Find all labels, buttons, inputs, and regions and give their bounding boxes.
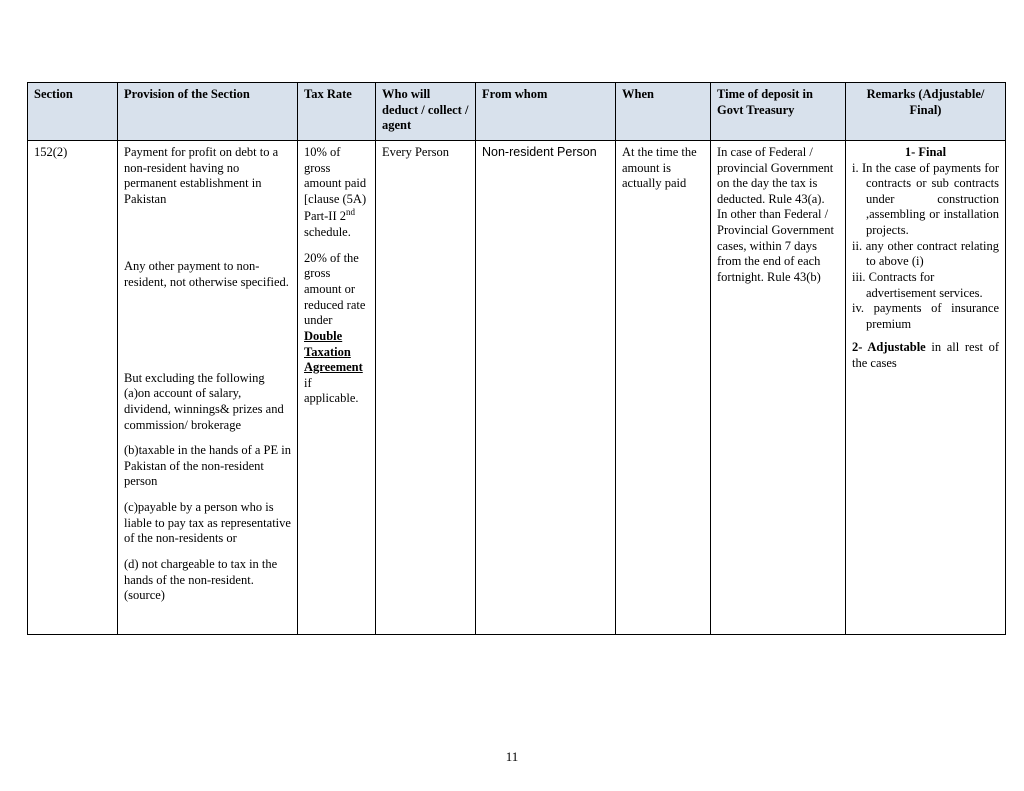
rate-p2: 20% of the gross amount or reduced rate … xyxy=(304,251,369,407)
table-head: Section Provision of the Section Tax Rat… xyxy=(28,83,1006,141)
header-section: Section xyxy=(28,83,118,141)
cell-deposit: In case of Federal / provincial Governme… xyxy=(711,140,846,634)
remarks-h2: 2- Adjustable in all rest of the cases xyxy=(852,340,999,371)
cell-section: 152(2) xyxy=(28,140,118,634)
header-deposit: Time of deposit in Govt Treasury xyxy=(711,83,846,141)
header-remarks: Remarks (Adjustable/ Final) xyxy=(846,83,1006,141)
cell-when: At the time the amount is actually paid xyxy=(616,140,711,634)
provision-p4: (b)taxable in the hands of a PE in Pakis… xyxy=(124,443,291,490)
header-provision: Provision of the Section xyxy=(118,83,298,141)
remarks-i4: iv. payments of insurance premium xyxy=(852,301,999,332)
header-when: When xyxy=(616,83,711,141)
tax-table: Section Provision of the Section Tax Rat… xyxy=(27,82,1006,635)
cell-rate: 10% of gross amount paid [clause (5A) Pa… xyxy=(298,140,376,634)
remarks-i2: ii. any other contract relating to above… xyxy=(852,239,999,270)
remarks-i1: i. In the case of payments for contracts… xyxy=(852,161,999,239)
provision-p2: Any other payment to non-resident, not o… xyxy=(124,259,291,290)
rate-p2-bold: Double Taxation Agreement xyxy=(304,329,363,374)
spacer xyxy=(852,332,999,340)
rate-p2b: if applicable. xyxy=(304,376,359,406)
remarks-h1: 1- Final xyxy=(852,145,999,161)
remarks-h2a: 2- Adjustable xyxy=(852,340,926,354)
rate-p1: 10% of gross amount paid [clause (5A) Pa… xyxy=(304,145,369,241)
remarks-i3: iii. Contracts for advertisement service… xyxy=(852,270,999,301)
document-page: Section Provision of the Section Tax Rat… xyxy=(0,0,1024,791)
cell-remarks: 1- Final i. In the case of payments for … xyxy=(846,140,1006,634)
table-row: 152(2) Payment for profit on debt to a n… xyxy=(28,140,1006,634)
rate-p2a: 20% of the gross amount or reduced rate … xyxy=(304,251,365,328)
spacer xyxy=(124,217,291,259)
deposit-p2: In other than Federal / Provincial Gover… xyxy=(717,207,839,285)
header-rate: Tax Rate xyxy=(298,83,376,141)
cell-provision: Payment for profit on debt to a non-resi… xyxy=(118,140,298,634)
rate-p1a: 10% of gross amount paid [clause (5A) Pa… xyxy=(304,145,366,224)
header-row: Section Provision of the Section Tax Rat… xyxy=(28,83,1006,141)
table-body: 152(2) Payment for profit on debt to a n… xyxy=(28,140,1006,634)
provision-p6: (d) not chargeable to tax in the hands o… xyxy=(124,557,291,604)
cell-from: Non-resident Person xyxy=(476,140,616,634)
cell-who: Every Person xyxy=(376,140,476,634)
header-who: Who will deduct / collect / agent xyxy=(376,83,476,141)
header-from: From whom xyxy=(476,83,616,141)
rate-p1b: schedule. xyxy=(304,225,351,239)
spacer xyxy=(124,301,291,371)
deposit-p1: In case of Federal / provincial Governme… xyxy=(717,145,839,208)
provision-p5: (c)payable by a person who is liable to … xyxy=(124,500,291,547)
provision-p3: But excluding the following (a)on accoun… xyxy=(124,371,291,434)
rate-p1-sup: nd xyxy=(346,207,355,217)
provision-p1: Payment for profit on debt to a non-resi… xyxy=(124,145,291,208)
page-number: 11 xyxy=(0,749,1024,765)
